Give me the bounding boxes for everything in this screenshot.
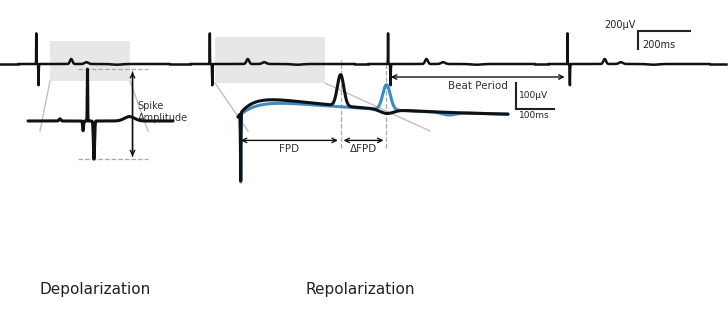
Text: Depolarization: Depolarization: [39, 282, 151, 297]
Bar: [215, 37, 325, 83]
Text: 100ms: 100ms: [519, 112, 550, 121]
Text: Repolarization: Repolarization: [305, 282, 415, 297]
Text: ΔFPD: ΔFPD: [350, 144, 377, 154]
Bar: [50, 41, 130, 81]
Text: 100μV: 100μV: [519, 91, 548, 100]
Text: 200ms: 200ms: [642, 40, 675, 50]
Text: Spike
Amplitude: Spike Amplitude: [138, 101, 188, 123]
Text: 200μV: 200μV: [605, 20, 636, 30]
Text: Beat Period: Beat Period: [448, 81, 507, 91]
Text: FPD: FPD: [280, 144, 299, 154]
